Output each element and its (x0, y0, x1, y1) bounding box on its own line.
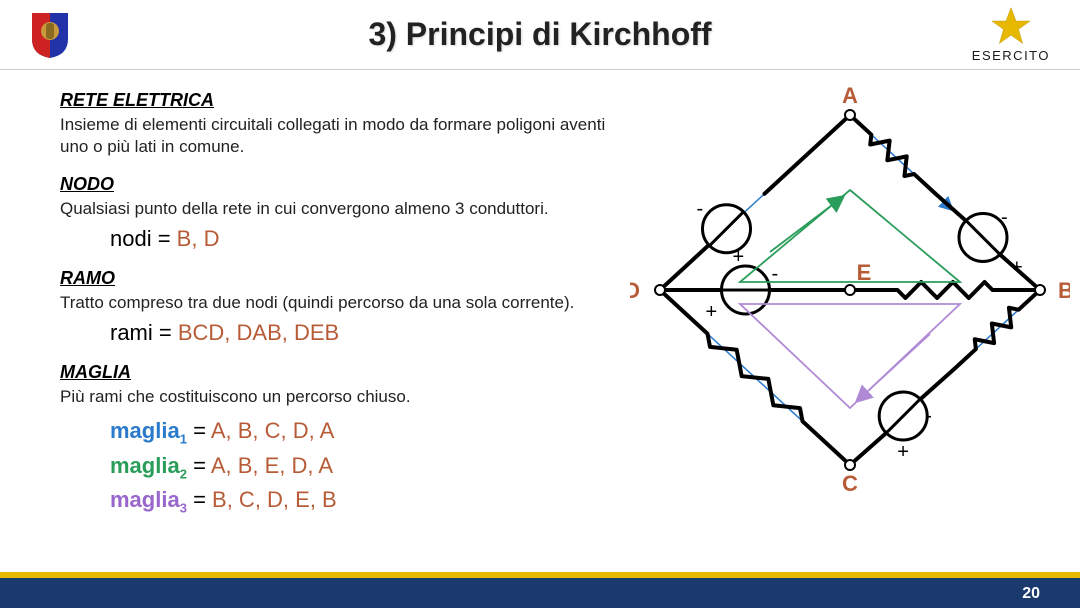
svg-text:B: B (1058, 278, 1070, 303)
maglia-item-3: maglia3 = B, C, D, E, B (110, 487, 620, 515)
formula-nodi-rhs: B, D (177, 226, 220, 251)
body-maglia: Più rami che costituiscono un percorso c… (60, 386, 620, 408)
formula-rami-rhs: BCD, DAB, DEB (178, 320, 339, 345)
svg-text:+: + (897, 441, 909, 463)
formula-rami: rami = BCD, DAB, DEB (110, 320, 620, 346)
body-ramo: Tratto compreso tra due nodi (quindi per… (60, 292, 620, 314)
svg-text:+: + (1011, 257, 1023, 279)
heading-ramo: RAMO (60, 268, 620, 289)
body-rete: Insieme di elementi circuitali collegati… (60, 114, 620, 158)
formula-nodi-lhs: nodi = (110, 226, 177, 251)
unit-shield-icon (30, 11, 70, 59)
svg-text:C: C (842, 471, 858, 495)
svg-text:+: + (706, 301, 718, 323)
slide-title: 3) Principi di Kirchhoff (368, 16, 711, 53)
star-icon (990, 6, 1032, 46)
circuit-diagram: -+-+-++-ABCDE (630, 85, 1070, 495)
svg-text:A: A (842, 85, 858, 108)
maglia-item-1: maglia1 = A, B, C, D, A (110, 418, 620, 446)
maglia-item-2: maglia2 = A, B, E, D, A (110, 453, 620, 481)
heading-nodo: NODO (60, 174, 620, 195)
svg-text:E: E (857, 260, 872, 285)
svg-text:-: - (697, 198, 704, 220)
text-column: RETE ELETTRICA Insieme di elementi circu… (60, 90, 620, 522)
page-number: 20 (1022, 585, 1040, 603)
army-logo: ESERCITO (972, 6, 1050, 63)
body-nodo: Qualsiasi punto della rete in cui conver… (60, 198, 620, 220)
svg-text:+: + (733, 246, 745, 268)
heading-rete: RETE ELETTRICA (60, 90, 620, 111)
svg-text:-: - (925, 405, 932, 427)
heading-maglia: MAGLIA (60, 362, 620, 383)
formula-rami-lhs: rami = (110, 320, 178, 345)
slide-header: 3) Principi di Kirchhoff ESERCITO (0, 0, 1080, 70)
footer-bar: 20 (0, 578, 1080, 608)
formula-nodi: nodi = B, D (110, 226, 620, 252)
army-label: ESERCITO (972, 48, 1050, 63)
svg-text:D: D (630, 278, 640, 303)
svg-text:-: - (1001, 207, 1008, 229)
